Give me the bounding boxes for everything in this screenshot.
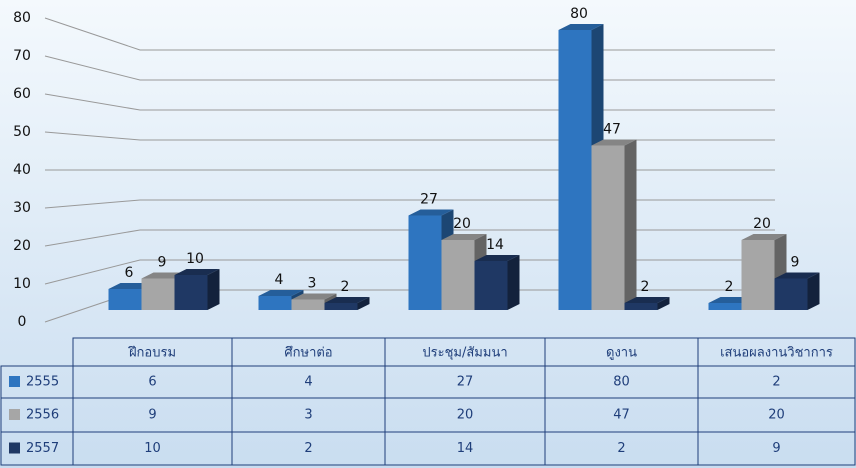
y-tick-label: 30 <box>13 200 31 216</box>
legend-label: 2555 <box>26 375 59 390</box>
data-label: 9 <box>791 255 800 271</box>
bar-side <box>507 255 520 310</box>
bar <box>708 303 742 310</box>
bar <box>174 275 208 310</box>
data-label: 47 <box>603 122 621 138</box>
table-cell: 3 <box>304 408 312 423</box>
table-header: ฝึกอบรม <box>127 346 176 361</box>
bar-top <box>174 269 220 275</box>
table-cell: 27 <box>457 375 474 390</box>
bar-top <box>324 297 370 303</box>
bar-side <box>807 272 820 310</box>
table-cell: 9 <box>148 408 156 423</box>
bar <box>441 240 475 310</box>
bar-top <box>624 297 670 303</box>
bar-side <box>357 297 370 310</box>
table-header: เสนอผลงานวิชาการ <box>720 346 833 361</box>
data-label: 2 <box>641 279 650 295</box>
bar-top <box>291 293 337 300</box>
y-tick-label: 10 <box>13 276 31 292</box>
bar-top <box>558 24 604 30</box>
bar <box>108 289 142 310</box>
bar <box>558 30 592 310</box>
table-cell: 80 <box>613 375 630 390</box>
grid-line <box>44 131 775 141</box>
table-body <box>0 365 856 466</box>
bar-top <box>774 272 820 279</box>
table-cell: 2 <box>617 441 625 456</box>
bar <box>408 215 442 310</box>
data-label: 14 <box>486 237 504 253</box>
bar <box>774 278 808 310</box>
bar-top <box>474 255 520 261</box>
bar-side <box>207 269 220 310</box>
bar <box>141 278 175 310</box>
data-label: 10 <box>186 251 204 267</box>
data-label: 2 <box>341 279 350 295</box>
data-label: 3 <box>308 276 317 292</box>
bar <box>324 303 358 310</box>
legend-swatch <box>9 376 20 387</box>
legend-swatch <box>9 442 20 454</box>
data-label: 20 <box>453 216 471 232</box>
data-label: 2 <box>725 279 734 295</box>
bar-top <box>441 234 487 240</box>
bar-top <box>591 139 637 146</box>
bar-top <box>741 234 787 240</box>
bar <box>474 261 508 310</box>
data-label: 20 <box>753 216 771 232</box>
table-cell: 10 <box>144 441 161 456</box>
table-cell: 47 <box>613 408 630 423</box>
table-cell: 14 <box>457 441 474 456</box>
bar-top <box>408 209 454 216</box>
y-tick-label: 0 <box>18 314 27 330</box>
y-tick-label: 40 <box>13 162 31 178</box>
y-tick-label: 50 <box>13 124 31 140</box>
bar-side <box>624 139 637 310</box>
bar <box>258 296 292 310</box>
data-label: 80 <box>570 6 588 22</box>
grid-line <box>44 93 775 111</box>
legend-label: 2556 <box>26 408 59 423</box>
bar-top <box>258 290 304 296</box>
table-cell: 4 <box>304 375 312 390</box>
bar <box>291 299 325 310</box>
table-header: ศึกษาต่อ <box>284 346 332 361</box>
legend-label: 2557 <box>26 441 59 456</box>
bar <box>741 240 775 310</box>
y-tick-label: 20 <box>13 238 31 254</box>
data-label: 4 <box>275 272 284 288</box>
y-tick-label: 70 <box>13 48 31 64</box>
grid-line <box>44 55 775 81</box>
bar-side <box>657 297 670 310</box>
bar <box>591 145 625 310</box>
legend-swatch <box>9 409 20 420</box>
table-cell: 2 <box>772 375 780 390</box>
table-cell: 6 <box>148 375 156 390</box>
table-cell: 9 <box>772 441 780 456</box>
table-cell: 2 <box>304 441 312 456</box>
table-header: ประชุม/สัมมนา <box>422 346 507 361</box>
data-label: 6 <box>125 265 134 281</box>
table-header: ดูงาน <box>606 346 637 361</box>
table-cell: 20 <box>768 408 785 423</box>
data-table: ฝึกอบรม ศึกษาต่อ ประชุม/สัมมนา ดูงาน เสนอผลง… <box>0 337 856 466</box>
table-cell: 20 <box>457 408 474 423</box>
grid-line <box>44 199 775 209</box>
data-label: 9 <box>158 255 167 271</box>
bar <box>624 303 658 310</box>
y-tick-label: 60 <box>13 86 31 102</box>
y-tick-label: 80 <box>13 10 31 26</box>
grid-line <box>44 17 775 51</box>
data-label: 27 <box>420 192 438 208</box>
